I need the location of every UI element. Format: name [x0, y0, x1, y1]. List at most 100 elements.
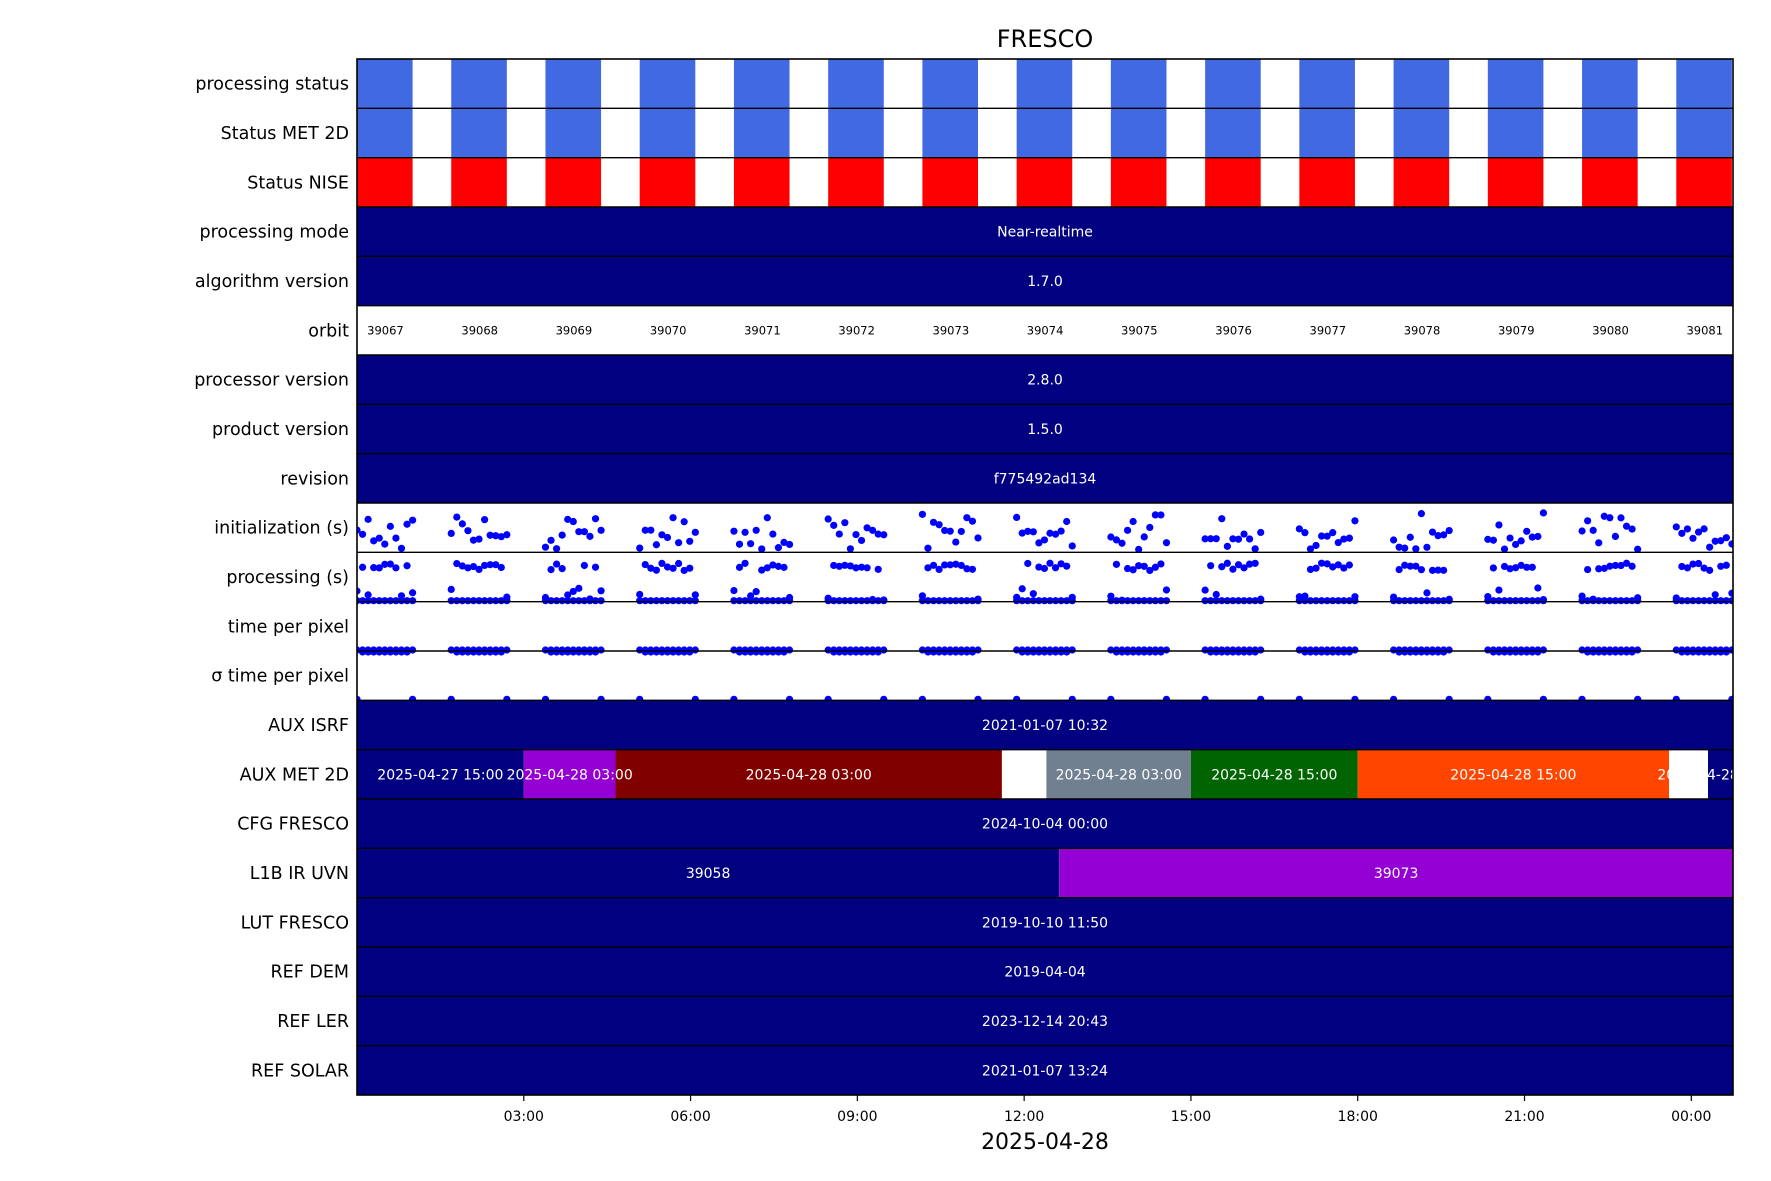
data-point [591, 597, 600, 605]
data-point [830, 597, 838, 605]
data-point [386, 522, 394, 530]
data-point [453, 559, 461, 568]
data-point [1534, 597, 1542, 605]
data-point [1162, 597, 1171, 605]
data-point [880, 646, 888, 654]
data-point [486, 648, 494, 656]
data-point [1218, 563, 1226, 571]
data-point [1506, 534, 1514, 542]
data-point [641, 526, 649, 534]
data-point [475, 597, 483, 605]
data-point [658, 531, 666, 539]
data-point [1140, 562, 1148, 570]
segment-label: 2025-04-28 15:00 [1450, 767, 1576, 783]
data-point [857, 597, 866, 605]
data-point [1506, 648, 1514, 656]
timeline-segment [357, 799, 1733, 849]
timeline-segment [357, 355, 1733, 405]
data-point [597, 526, 605, 534]
data-point [1151, 648, 1159, 656]
data-point [686, 537, 694, 545]
data-point [370, 597, 378, 605]
data-point [1728, 540, 1733, 548]
data-point [1694, 528, 1703, 536]
data-point [1340, 564, 1348, 572]
status-block [357, 108, 413, 158]
data-point [1251, 597, 1259, 605]
data-point [1257, 595, 1265, 603]
data-point [1495, 521, 1503, 529]
data-point [1523, 648, 1531, 656]
timeline-segment [523, 749, 616, 799]
data-point [835, 648, 843, 656]
data-point [1024, 527, 1032, 535]
data-point [547, 597, 555, 605]
segment-label: 2025-04-28 15:00 [1657, 767, 1771, 783]
data-point [375, 534, 383, 542]
row-label: initialization (s) [214, 519, 349, 539]
data-point [941, 526, 949, 535]
data-point [1218, 597, 1226, 605]
data-point [591, 648, 600, 656]
data-point [1534, 648, 1542, 656]
data-point [1678, 597, 1686, 605]
data-point [1683, 597, 1692, 605]
data-point [957, 597, 965, 605]
data-point [1140, 533, 1148, 541]
data-point [1240, 564, 1248, 572]
data-point [658, 648, 666, 656]
data-point [1123, 526, 1132, 534]
row-label: product version [212, 420, 349, 440]
status-block [922, 108, 979, 158]
data-point [1162, 586, 1171, 594]
data-point [1434, 566, 1442, 574]
data-point [935, 597, 943, 605]
data-point [1489, 564, 1497, 572]
data-point [1040, 536, 1049, 544]
data-point [1135, 597, 1143, 605]
data-point [1057, 527, 1065, 535]
data-point [1123, 564, 1132, 573]
data-point [763, 597, 771, 605]
segment-label: 1.5.0 [1027, 422, 1063, 438]
data-point [963, 565, 971, 573]
segment-label: 2025-04-28 03:00 [507, 767, 633, 783]
data-point [1063, 648, 1071, 656]
data-point [1484, 535, 1492, 543]
data-point [381, 597, 389, 605]
data-point [1700, 648, 1708, 656]
x-axis-label: 2025-04-28 [981, 1130, 1109, 1155]
status-block [1487, 157, 1544, 207]
orbit-number: 39071 [744, 323, 781, 337]
status-block [1110, 59, 1167, 109]
data-point [597, 646, 605, 654]
data-point [458, 520, 466, 528]
timeline-segment [1046, 749, 1191, 799]
data-point [1406, 562, 1414, 570]
data-point [1351, 517, 1359, 525]
data-point [1201, 586, 1209, 594]
data-point [1257, 528, 1265, 537]
data-point [1068, 593, 1076, 601]
data-point [1245, 560, 1254, 568]
data-point [486, 561, 494, 569]
row-label: processing mode [199, 223, 349, 243]
timeline-segment [357, 700, 1733, 750]
data-point [1345, 648, 1353, 656]
data-point [968, 517, 977, 525]
data-point [686, 648, 694, 656]
data-point [952, 648, 960, 656]
data-point [1611, 648, 1620, 656]
data-point [691, 646, 699, 654]
data-point [486, 531, 494, 539]
data-point [946, 648, 954, 656]
timeline-segment [357, 207, 1733, 257]
data-point [1035, 539, 1043, 547]
data-point [741, 648, 749, 656]
data-point [408, 589, 417, 597]
data-point [1329, 648, 1337, 656]
data-point [1417, 597, 1425, 605]
status-block [922, 59, 979, 109]
data-point [375, 564, 383, 572]
